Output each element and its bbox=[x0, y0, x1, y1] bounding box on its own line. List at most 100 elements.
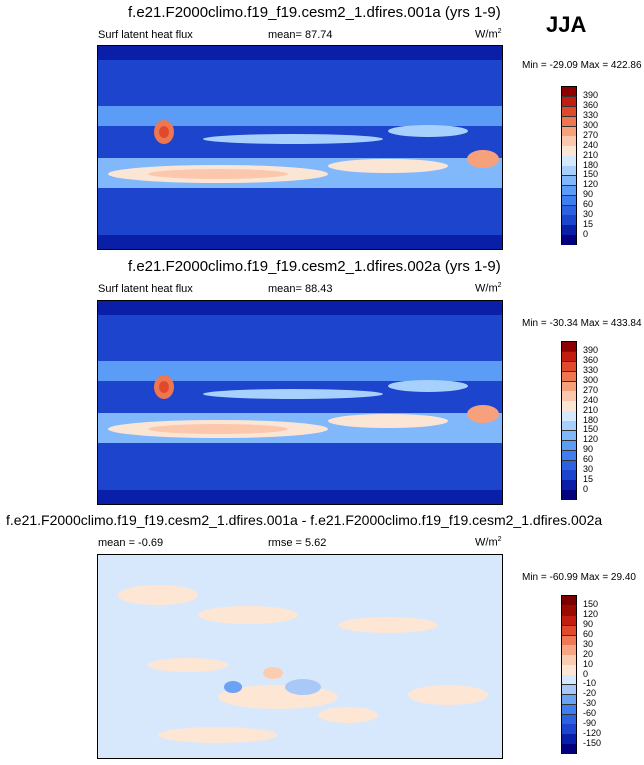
colorbar-swatch bbox=[561, 155, 577, 166]
panel2-title: f.e21.F2000climo.f19_f19.cesm2_1.dfires.… bbox=[128, 258, 501, 275]
panel3-map bbox=[97, 554, 503, 759]
colorbar-tick-label: 10 bbox=[583, 658, 594, 669]
colorbar-swatch bbox=[561, 214, 577, 225]
season-label: JJA bbox=[546, 12, 587, 37]
colorbar-swatch bbox=[561, 194, 577, 205]
colorbar-tick-label: 150 bbox=[583, 169, 599, 180]
colorbar-tick-label: -120 bbox=[583, 727, 602, 738]
panel3-colorbar: -150 -120 -90 -60 -30 -20 -10 0 10 20 30 60 90 120 150 bbox=[561, 595, 601, 754]
panel2-mean-label: mean= 88.43 bbox=[268, 283, 333, 295]
colorbar-swatch bbox=[561, 115, 577, 126]
colorbar-tick-label: 150 bbox=[583, 424, 599, 435]
colorbar-tick-label: -30 bbox=[583, 698, 597, 709]
colorbar-tick-label: 60 bbox=[583, 454, 594, 464]
colorbar-swatch bbox=[561, 479, 577, 490]
panel3-title: f.e21.F2000climo.f19_f19.cesm2_1.dfires.… bbox=[6, 512, 603, 528]
colorbar-tick-label: -60 bbox=[583, 708, 597, 718]
colorbar-tick-label: 0 bbox=[583, 668, 589, 679]
colorbar-tick-label: 240 bbox=[583, 139, 599, 150]
colorbar-swatch bbox=[561, 204, 577, 215]
panel3-units-label: W/m2 bbox=[475, 536, 502, 549]
colorbar-swatch bbox=[561, 380, 577, 391]
colorbar-swatch bbox=[561, 703, 577, 714]
colorbar-swatch bbox=[561, 370, 577, 381]
colorbar-tick-label: 120 bbox=[583, 609, 599, 620]
colorbar-swatch bbox=[561, 410, 577, 421]
colorbar-tick-label: 30 bbox=[583, 463, 594, 474]
colorbar-tick-label: 15 bbox=[583, 218, 594, 229]
colorbar-tick-label: 210 bbox=[583, 404, 599, 415]
colorbar-tick-label: 120 bbox=[583, 434, 599, 445]
colorbar-tick-label: 240 bbox=[583, 394, 599, 405]
panel3-field bbox=[98, 555, 502, 758]
colorbar-tick-label: 180 bbox=[583, 414, 599, 425]
colorbar-tick-label: 270 bbox=[583, 384, 599, 395]
colorbar-swatch bbox=[561, 174, 577, 186]
colorbar-swatch bbox=[561, 420, 577, 431]
colorbar-tick-label: 90 bbox=[583, 444, 594, 455]
colorbar-tick-label: 120 bbox=[583, 179, 599, 190]
colorbar-tick-label: 0 bbox=[583, 483, 589, 494]
colorbar-tick-label: -150 bbox=[583, 737, 602, 748]
colorbar-swatch bbox=[561, 449, 577, 460]
colorbar-tick-label: 60 bbox=[583, 199, 594, 209]
panel2-field bbox=[98, 301, 502, 504]
colorbar-swatch bbox=[561, 341, 577, 352]
colorbar-swatch bbox=[561, 664, 577, 675]
colorbar-swatch bbox=[561, 184, 577, 196]
colorbar-tick-label: 330 bbox=[583, 110, 599, 121]
colorbar-swatch bbox=[561, 95, 577, 107]
colorbar-swatch bbox=[561, 125, 577, 136]
colorbar-swatch bbox=[561, 86, 577, 97]
colorbar-swatch bbox=[561, 145, 577, 156]
colorbar-tick-label: 390 bbox=[583, 345, 599, 356]
panel1-colorbar: 0 15 30 60 90 120 150 180 210 240 270 300 330 360 390 bbox=[561, 86, 598, 245]
colorbar-swatch bbox=[561, 595, 577, 606]
colorbar-swatch bbox=[561, 350, 577, 362]
colorbar-tick-label: 30 bbox=[583, 208, 594, 219]
panel2-minmax-label: Min = -30.34 Max = 433.84 bbox=[522, 318, 642, 329]
colorbar-tick-label: 60 bbox=[583, 629, 594, 639]
colorbar-tick-label: 30 bbox=[583, 638, 594, 649]
colorbar-swatch bbox=[561, 135, 577, 146]
colorbar-tick-label: 15 bbox=[583, 473, 594, 484]
colorbar-tick-label: 180 bbox=[583, 159, 599, 170]
colorbar-swatch bbox=[561, 634, 577, 645]
colorbar-swatch bbox=[561, 624, 577, 635]
colorbar-tick-label: 90 bbox=[583, 189, 594, 200]
panel1-mean-label: mean= 87.74 bbox=[268, 29, 333, 41]
colorbar-tick-label: 330 bbox=[583, 365, 599, 376]
colorbar-swatch bbox=[561, 644, 577, 655]
colorbar-tick-label: 360 bbox=[583, 355, 599, 366]
panel2-map bbox=[97, 300, 503, 505]
panel1-map bbox=[97, 45, 503, 250]
colorbar-swatch bbox=[561, 693, 577, 705]
panel1-title: f.e21.F2000climo.f19_f19.cesm2_1.dfires.… bbox=[128, 4, 501, 21]
colorbar-swatch bbox=[561, 614, 577, 626]
colorbar-tick-label: 300 bbox=[583, 120, 599, 130]
panel2-colorbar: 0 15 30 60 90 120 150 180 210 240 270 300 330 360 390 bbox=[561, 341, 598, 500]
colorbar-swatch bbox=[561, 390, 577, 401]
panel3-rmse-label: rmse = 5.62 bbox=[268, 537, 327, 549]
colorbar-tick-label: 210 bbox=[583, 149, 599, 160]
colorbar-swatch bbox=[561, 459, 577, 470]
colorbar-swatch bbox=[561, 360, 577, 372]
colorbar-swatch bbox=[561, 743, 577, 754]
colorbar-swatch bbox=[561, 469, 577, 480]
colorbar-tick-label: 90 bbox=[583, 619, 594, 630]
colorbar-swatch bbox=[561, 400, 577, 411]
colorbar-swatch bbox=[561, 489, 577, 500]
panel1-variable-label: Surf latent heat flux bbox=[98, 29, 193, 41]
colorbar-tick-label: 390 bbox=[583, 90, 599, 101]
colorbar-swatch bbox=[561, 165, 577, 176]
colorbar-swatch bbox=[561, 224, 577, 235]
colorbar-tick-label: 300 bbox=[583, 375, 599, 385]
colorbar-tick-label: 0 bbox=[583, 228, 589, 239]
colorbar-tick-label: -90 bbox=[583, 717, 597, 728]
colorbar-swatch bbox=[561, 105, 577, 117]
colorbar-swatch bbox=[561, 429, 577, 441]
colorbar-swatch bbox=[561, 713, 577, 724]
colorbar-swatch bbox=[561, 654, 577, 665]
panel2-variable-label: Surf latent heat flux bbox=[98, 283, 193, 295]
panel1-minmax-label: Min = -29.09 Max = 422.86 bbox=[522, 60, 642, 71]
